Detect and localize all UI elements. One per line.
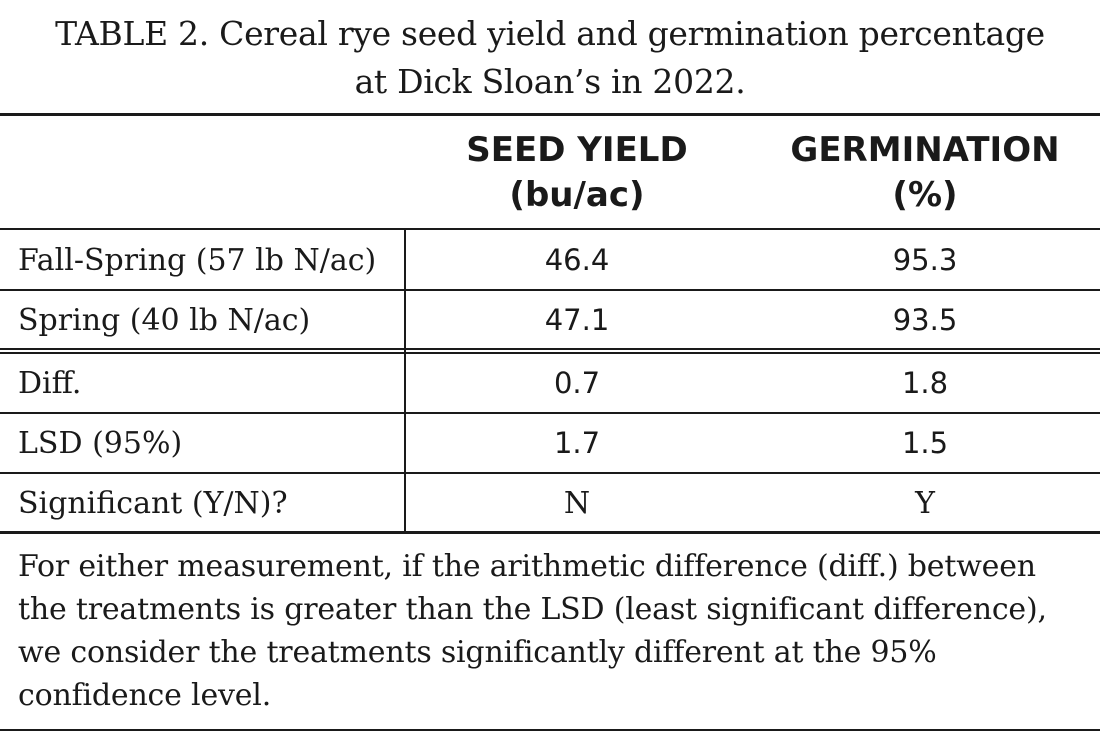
caption-line-2: at Dick Sloan’s in 2022. [354, 62, 746, 101]
rule-body-bottom [0, 531, 1100, 534]
seed-yield-value: N [563, 486, 591, 521]
column-header-seed-yield-line-1: SEED YIELD [466, 130, 688, 170]
row-label: Spring (40 lb N/ac) [18, 303, 311, 338]
column-header-seed-yield: SEED YIELD (bu/ac) [404, 128, 750, 218]
column-header-germination-line-1: GERMINATION [790, 130, 1060, 170]
table-row: Significant (Y/N)? N Y [0, 474, 1100, 533]
rule-row-4 [0, 472, 1100, 474]
rule-row-1 [0, 289, 1100, 291]
germination-value: Y [915, 486, 935, 521]
table-row: Fall-Spring (57 lb N/ac) 46.4 95.3 [0, 231, 1100, 290]
table-caption: TABLE 2. Cereal rye seed yield and germi… [0, 10, 1100, 106]
column-divider [404, 228, 406, 533]
column-header-seed-yield-line-2: (bu/ac) [509, 175, 645, 215]
rule-bottom [0, 729, 1100, 731]
germination-value: 95.3 [892, 243, 958, 277]
table-row: LSD (95%) 1.7 1.5 [0, 414, 1100, 473]
germination-value: 1.5 [901, 426, 949, 460]
germination-value: 93.5 [892, 303, 958, 337]
rule-top [0, 113, 1100, 116]
rule-row-2-bottom [0, 352, 1100, 354]
seed-yield-value: 0.7 [553, 366, 601, 400]
seed-yield-value: 47.1 [544, 303, 610, 337]
column-header-germination: GERMINATION (%) [750, 128, 1100, 218]
rule-row-3 [0, 412, 1100, 414]
row-label: LSD (95%) [18, 426, 183, 461]
caption-line-1: TABLE 2. Cereal rye seed yield and germi… [55, 14, 1045, 53]
row-label: Diff. [18, 366, 82, 401]
rule-header-bottom [0, 228, 1100, 230]
table-footnote: For either measurement, if the arithmeti… [18, 549, 1047, 713]
germination-value: 1.8 [901, 366, 949, 400]
row-label: Fall-Spring (57 lb N/ac) [18, 243, 377, 278]
table-row: Spring (40 lb N/ac) 47.1 93.5 [0, 291, 1100, 350]
seed-yield-value: 1.7 [553, 426, 601, 460]
seed-yield-value: 46.4 [544, 243, 610, 277]
rule-row-2-top [0, 348, 1100, 350]
row-label: Significant (Y/N)? [18, 486, 288, 521]
table-row: Diff. 0.7 1.8 [0, 354, 1100, 413]
column-header-germination-line-2: (%) [892, 175, 958, 215]
